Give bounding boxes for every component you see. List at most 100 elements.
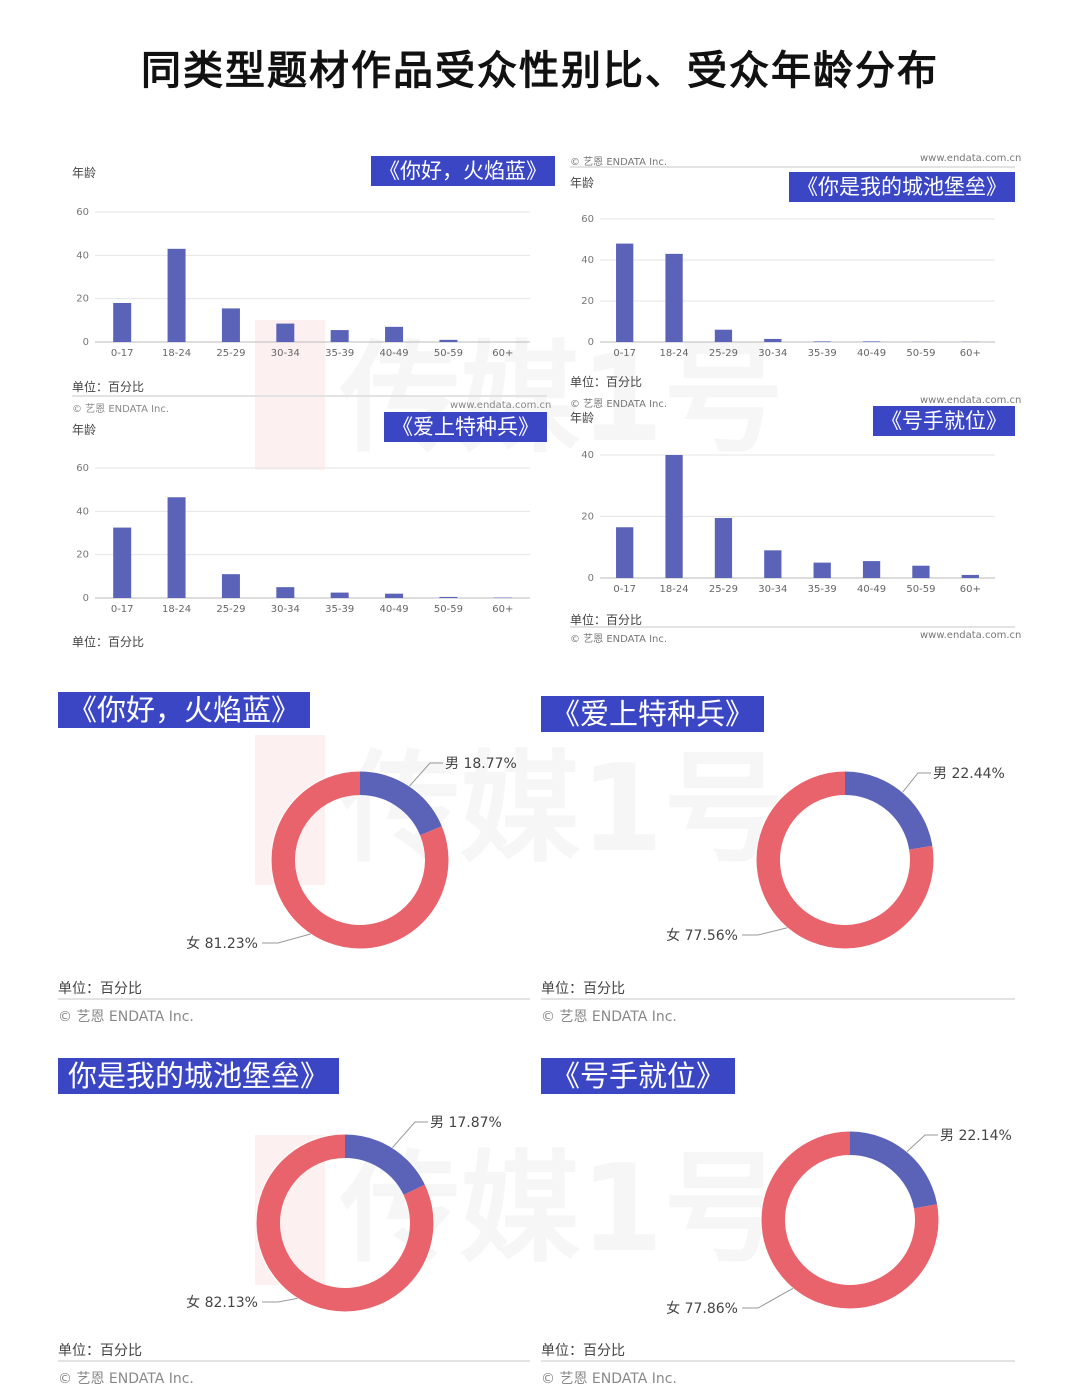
y-tick-label: 0 xyxy=(83,337,89,348)
divider xyxy=(570,166,1015,168)
divider xyxy=(541,998,1015,1000)
bar-chart-3: 年龄 0 20 40 60 0-17 18-24 25-29 30-34 35-39 40-49 50… xyxy=(72,423,530,615)
female-label: 女 77.86% xyxy=(666,1300,738,1317)
divider xyxy=(72,395,547,397)
donut-slice-female xyxy=(256,1134,434,1312)
x-tick-label: 60+ xyxy=(960,584,981,595)
donut-chart-3: 男 17.87% 女 82.13% xyxy=(186,1115,502,1313)
x-tick-label: 50-59 xyxy=(434,348,463,359)
male-label: 男 17.87% xyxy=(430,1115,502,1131)
leader-line xyxy=(409,762,443,787)
bar xyxy=(113,303,132,342)
age-panel-1: 《你好，火焰蓝》 年龄 0 20 40 60 0-17 18-24 25-29 30-34 35-… xyxy=(60,150,555,400)
divider xyxy=(570,626,1015,628)
bar xyxy=(385,593,404,598)
donut-slice-female xyxy=(756,771,934,949)
x-tick-label: 0-17 xyxy=(613,348,636,359)
x-tick-label: 35-39 xyxy=(325,604,354,615)
y-tick-label: 40 xyxy=(581,255,594,266)
chart-title-tag: 《爱上特种兵》 xyxy=(384,412,547,442)
leader-line xyxy=(902,772,931,793)
x-tick-label: 30-34 xyxy=(271,348,300,359)
y-tick-label: 60 xyxy=(76,463,89,474)
site-text: www.endata.com.cn xyxy=(450,400,552,411)
bar xyxy=(665,455,683,578)
x-tick-label: 50-59 xyxy=(906,348,935,359)
chart-title-tag: 《你好，火焰蓝》 xyxy=(58,692,311,728)
bar xyxy=(167,497,186,598)
unit-label: 单位：百分比 xyxy=(58,1343,142,1359)
chart-title-tag: 你是我的城池堡垒》 xyxy=(58,1058,340,1094)
bar xyxy=(330,330,349,342)
site-text: www.endata.com.cn xyxy=(920,395,1022,406)
donut-chart-2: 男 22.44% 女 77.56% xyxy=(666,766,1005,950)
bar xyxy=(221,308,240,342)
y-tick-label: 20 xyxy=(581,296,594,307)
bar xyxy=(764,550,782,578)
y-axis-label: 年龄 xyxy=(72,166,96,180)
bar xyxy=(862,561,881,578)
y-tick-label: 0 xyxy=(588,337,594,348)
chart-title-tag: 《你好，火焰蓝》 xyxy=(371,156,555,186)
bar xyxy=(665,253,683,342)
bar xyxy=(862,341,881,342)
leader-line xyxy=(742,927,788,936)
male-label: 男 22.14% xyxy=(940,1128,1012,1144)
donut-edge xyxy=(760,1130,940,1310)
bar xyxy=(813,341,831,342)
y-axis-label: 年龄 xyxy=(570,176,594,190)
bar xyxy=(167,248,186,342)
x-tick-label: 30-34 xyxy=(758,348,787,359)
female-label: 女 81.23% xyxy=(186,935,258,952)
donut-slice-male xyxy=(359,771,443,836)
x-tick-label: 50-59 xyxy=(906,584,935,595)
x-tick-label: 25-29 xyxy=(216,348,245,359)
bar xyxy=(439,596,458,598)
page-title: 同类型题材作品受众性别比、受众年龄分布 xyxy=(141,47,939,94)
site-text: www.endata.com.cn xyxy=(920,630,1022,641)
y-tick-label: 60 xyxy=(581,214,594,225)
x-tick-label: 25-29 xyxy=(216,604,245,615)
bar xyxy=(714,518,733,578)
x-tick-label: 18-24 xyxy=(660,584,689,595)
bar-chart-2: 年龄 0 20 40 60 0-17 18-24 25-29 30-34 35-39 40-49 50… xyxy=(570,176,995,359)
unit-label: 单位：百分比 xyxy=(570,613,643,627)
divider xyxy=(541,1360,1015,1362)
divider xyxy=(58,998,530,1000)
bar-chart-1: 年龄 0 20 40 60 0-17 18-24 25-29 30-34 35-39 40-49 50… xyxy=(72,166,530,359)
bar xyxy=(616,243,634,342)
bar xyxy=(385,326,404,342)
bar-chart-4: 年龄 0 20 40 0-17 18-24 25-29 30-34 35-39 40-49 50-5… xyxy=(570,411,995,595)
age-panel-3: 《爱上特种兵》 年龄 0 20 40 60 0-17 18-24 25-29 30-34 35-3… xyxy=(60,408,555,653)
y-tick-label: 40 xyxy=(76,250,89,261)
leader-line xyxy=(262,1297,298,1303)
x-tick-label: 60+ xyxy=(492,348,513,359)
x-tick-label: 25-29 xyxy=(709,348,738,359)
male-label: 男 18.77% xyxy=(445,756,517,772)
donut-slice-female xyxy=(761,1131,939,1309)
x-tick-label: 30-34 xyxy=(271,604,300,615)
bar xyxy=(764,338,782,342)
x-tick-label: 60+ xyxy=(960,348,981,359)
chart-title-tag: 《你是我的城池堡垒》 xyxy=(789,172,1015,202)
credit-text: © 艺恩 ENDATA Inc. xyxy=(570,399,668,410)
y-tick-label: 40 xyxy=(581,450,594,461)
x-tick-label: 50-59 xyxy=(434,604,463,615)
y-tick-label: 20 xyxy=(76,294,89,305)
y-tick-label: 0 xyxy=(588,573,594,584)
x-tick-label: 0-17 xyxy=(613,584,636,595)
y-tick-label: 20 xyxy=(581,512,594,523)
divider xyxy=(58,1360,530,1362)
unit-label: 单位：百分比 xyxy=(58,981,142,997)
bar xyxy=(221,574,240,598)
bar xyxy=(276,323,295,342)
x-tick-label: 0-17 xyxy=(111,348,134,359)
female-label: 女 77.56% xyxy=(666,927,738,944)
x-tick-label: 30-34 xyxy=(758,584,787,595)
donut-slice-male xyxy=(844,771,933,851)
credit-text: © 艺恩 ENDATA Inc. xyxy=(570,634,668,645)
x-tick-label: 18-24 xyxy=(162,348,191,359)
male-label: 男 22.44% xyxy=(933,766,1005,782)
bar xyxy=(439,339,458,342)
donut-chart-4: 男 22.14% 女 77.86% xyxy=(666,1128,1012,1317)
